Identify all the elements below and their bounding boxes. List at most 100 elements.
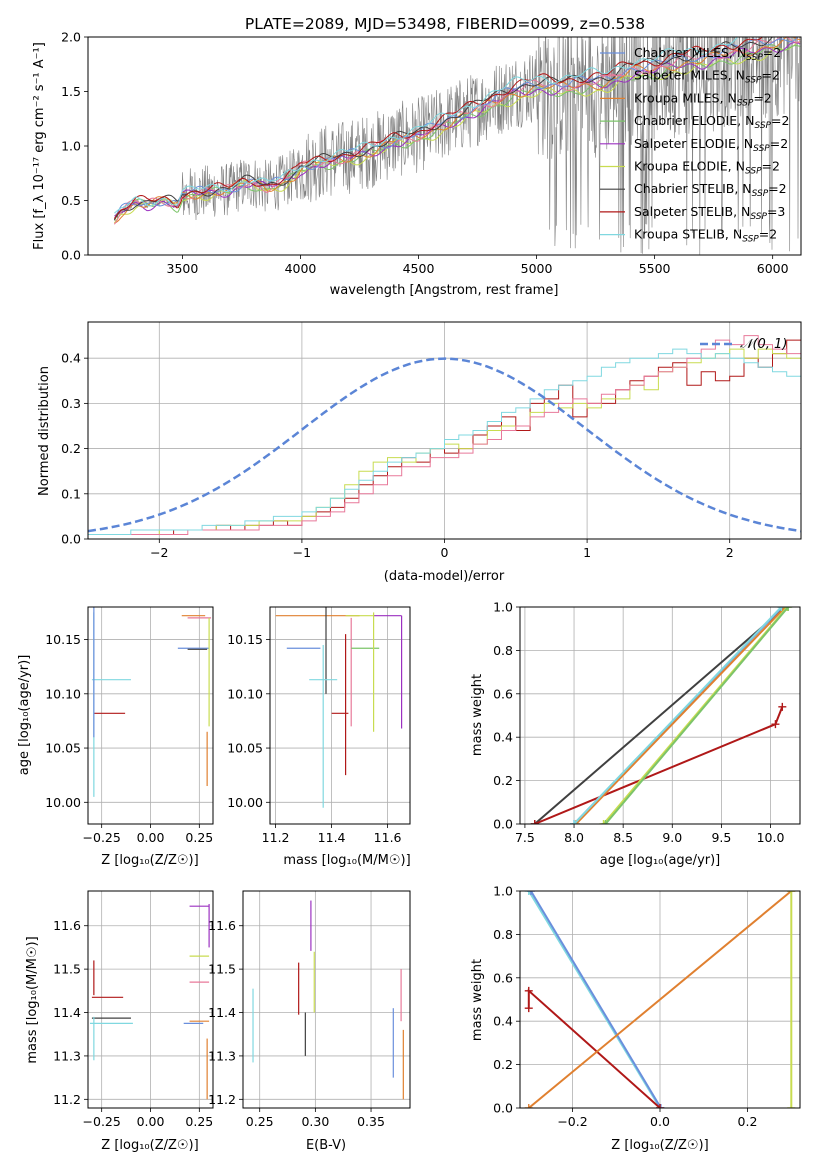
mass-weight-vs-z-ytick-label: 1.0 xyxy=(493,884,513,899)
spectrum-xtick-label: 5500 xyxy=(639,261,671,276)
mass-weight-marker-kroupa-elodie xyxy=(599,820,608,824)
mass-vs-ebv-ytick-label: 11.3 xyxy=(208,1048,236,1063)
mass-weight-vs-age-ticks: 7.5 8.0 8.5 9.0 9.5 10.0 0.0 0.2 0.4 0.6 0.8 1.0 xyxy=(493,600,784,846)
spectrum-xlabel: wavelength [Angstrom, rest frame] xyxy=(330,283,559,298)
residuals-xtick-label: −1 xyxy=(293,545,311,560)
mass-weight-line-salpeter-stelib xyxy=(527,988,661,1108)
age-vs-mass-xlabel: mass [log₁₀(M/M☉)] xyxy=(283,853,410,868)
legend-label-normal: 𝒩(0, 1) xyxy=(740,337,787,352)
mass-weight-vs-z-ytick-label: 0.2 xyxy=(493,1057,513,1072)
mass-weight-line-chabrier-elodie xyxy=(604,607,789,824)
panel-mass-vs-z: −0.25 0.00 0.25 11.2 11.3 11.4 11.5 11.6 Z [log… xyxy=(25,890,214,1153)
mass-weight-vs-z-xtick-label: 0.2 xyxy=(738,1114,758,1129)
residuals-ytick-label: 0.0 xyxy=(61,532,81,547)
age-vs-z-xtick-label: −0.25 xyxy=(83,830,121,845)
histogram-salpeter-stelib xyxy=(88,339,801,539)
mass-weight-vs-age-data-layer xyxy=(520,607,800,824)
spectrum-ytick-label: 1.0 xyxy=(61,139,81,154)
legend-label-kroupa-stelib: Kroupa STELIB, NSSP=2 xyxy=(634,227,777,245)
residuals-ytick-label: 0.1 xyxy=(61,486,81,501)
mass-weight-vs-z-ytick-label: 0.4 xyxy=(493,1014,513,1029)
mass-weight-vs-age-xtick-label: 10.0 xyxy=(757,830,785,845)
spectrum-xtick-label: 5000 xyxy=(521,261,553,276)
residuals-xlabel: (data-model)/error xyxy=(384,569,505,584)
mass-weight-marker-kroupa-elodie xyxy=(787,1104,796,1108)
mass-weight-vs-age-xtick-label: 9.5 xyxy=(711,830,731,845)
mass-weight-vs-age-ytick-label: 0.8 xyxy=(493,643,513,658)
mass-vs-z-ytick-label: 11.4 xyxy=(53,1005,81,1020)
age-vs-z-ticks: −0.25 0.00 0.25 10.00 10.05 10.10 10.15 xyxy=(45,632,213,845)
model-spectrum-chabrier-miles xyxy=(113,37,799,219)
normal-distribution-curve xyxy=(88,357,801,533)
age-vs-mass-ytick-label: 10.05 xyxy=(227,741,263,756)
panel-age-vs-mass: 11.2 11.4 11.6 10.00 10.05 10.10 10.15 mass [l… xyxy=(227,606,411,868)
mass-weight-marker-salpeter-stelib xyxy=(524,1004,533,1013)
age-vs-z-data-layer xyxy=(88,607,213,824)
age-vs-mass-ytick-label: 10.10 xyxy=(227,686,263,701)
spectrum-ytick-label: 2.0 xyxy=(61,30,81,45)
mass-weight-vs-z-ticks: −0.2 0.0 0.2 0.0 0.2 0.4 0.6 0.8 1.0 xyxy=(493,884,757,1130)
age-vs-z-ytick-label: 10.10 xyxy=(45,686,81,701)
model-spectrum-kroupa-elodie xyxy=(113,42,801,224)
residuals-xtick-label: −2 xyxy=(150,545,168,560)
mass-weight-vs-age-ytick-label: 0.0 xyxy=(493,817,513,832)
mass-vs-ebv-xtick-label: 0.35 xyxy=(357,1114,385,1129)
spectrum-xtick-label: 6000 xyxy=(757,261,789,276)
residuals-xtick-label: 2 xyxy=(726,545,734,560)
mass-weight-vs-age-xtick-label: 8.5 xyxy=(613,830,633,845)
mass-vs-z-xtick-label: 0.25 xyxy=(185,1114,213,1129)
spectrum-ytick-label: 0.0 xyxy=(61,248,81,263)
mass-weight-vs-age-xtick-label: 9.0 xyxy=(662,830,682,845)
histogram-salpeter-miles xyxy=(88,335,801,539)
mass-weight-marker-kroupa-stelib xyxy=(570,820,579,824)
mass-vs-ebv-data-layer xyxy=(243,891,410,1108)
mass-vs-ebv-xtick-label: 0.30 xyxy=(301,1114,329,1129)
mass-weight-vs-z-xlabel: Z [log₁₀(Z/Z☉)] xyxy=(611,1138,708,1153)
panel-mass-weight-vs-age: 7.5 8.0 8.5 9.0 9.5 10.0 0.0 0.2 0.4 0.6 0.8 1.0 ag… xyxy=(470,600,801,868)
mass-weight-marker-salpeter-stelib xyxy=(656,1104,664,1108)
mass-weight-marker-chabrier-elodie xyxy=(784,607,793,611)
mass-weight-vs-z-ylabel: mass weight xyxy=(470,959,485,1041)
figure-title: PLATE=2089, MJD=53498, FIBERID=0099, z=0… xyxy=(245,15,645,33)
spectrum-data-layer xyxy=(113,37,801,255)
mass-vs-ebv-ticks: 0.25 0.30 0.35 11.2 11.3 11.4 11.5 11.6 xyxy=(208,918,385,1129)
mass-weight-vs-age-xlabel: age [log₁₀(age/yr)] xyxy=(600,853,721,868)
residuals-xtick-label: 0 xyxy=(441,545,449,560)
mass-vs-z-data-layer xyxy=(88,891,213,1108)
age-vs-z-xlabel: Z [log₁₀(Z/Z☉)] xyxy=(101,853,198,868)
mass-weight-marker-kroupa-miles xyxy=(524,1104,533,1108)
mass-vs-z-ytick-label: 11.5 xyxy=(53,962,81,977)
mass-weight-line-kroupa-miles xyxy=(528,891,792,1108)
mass-vs-ebv-xtick-label: 0.25 xyxy=(246,1114,274,1129)
mass-vs-ebv-ytick-label: 11.4 xyxy=(208,1005,236,1020)
mass-vs-z-ylabel: mass [log₁₀(M/M☉)] xyxy=(25,936,40,1063)
mass-weight-marker-salpeter-stelib xyxy=(524,986,533,995)
mass-vs-z-xtick-label: −0.25 xyxy=(83,1114,121,1129)
mass-weight-vs-z-ytick-label: 0.8 xyxy=(493,927,513,942)
mass-vs-z-ytick-label: 11.3 xyxy=(53,1048,81,1063)
mass-weight-marker-salpeter-stelib xyxy=(778,702,787,711)
panel-age-vs-z: −0.25 0.00 0.25 10.00 10.05 10.10 10.15 Z [log… xyxy=(17,606,214,868)
mass-weight-line-chabrier-stelib xyxy=(534,607,786,824)
mass-vs-z-xtick-label: 0.00 xyxy=(137,1114,165,1129)
legend-label-kroupa-elodie: Kroupa ELODIE, NSSP=2 xyxy=(634,159,780,177)
mass-weight-marker-kroupa-stelib xyxy=(524,891,533,895)
model-spectrum-chabrier-stelib xyxy=(113,37,774,221)
mass-weight-vs-age-ytick-label: 0.2 xyxy=(493,773,513,788)
residuals-legend: 𝒩(0, 1) xyxy=(700,337,787,352)
mass-weight-marker-kroupa-elodie xyxy=(787,891,796,895)
spectrum-ylabel: Flux [f_λ 10⁻¹⁷ erg cm⁻² s⁻¹ A⁻¹] xyxy=(32,42,47,250)
age-vs-mass-ytick-label: 10.00 xyxy=(227,795,263,810)
mass-weight-line-salpeter-stelib xyxy=(534,706,784,824)
age-vs-z-xtick-label: 0.25 xyxy=(185,830,213,845)
spectrum-legend: Chabrier MILES, NSSP=2 Salpeter MILES, NS… xyxy=(600,45,789,245)
mass-weight-vs-z-xtick-label: −0.2 xyxy=(557,1114,587,1129)
legend-label-chabrier-elodie: Chabrier ELODIE, NSSP=2 xyxy=(634,113,789,131)
mass-weight-line-kroupa-miles xyxy=(575,607,787,824)
residuals-ytick-label: 0.2 xyxy=(61,441,81,456)
age-vs-z-ytick-label: 10.15 xyxy=(45,632,81,647)
legend-label-chabrier-miles: Chabrier MILES, NSSP=2 xyxy=(634,45,781,63)
age-vs-mass-xtick-label: 11.4 xyxy=(318,830,346,845)
mass-vs-ebv-ytick-label: 11.6 xyxy=(208,918,236,933)
